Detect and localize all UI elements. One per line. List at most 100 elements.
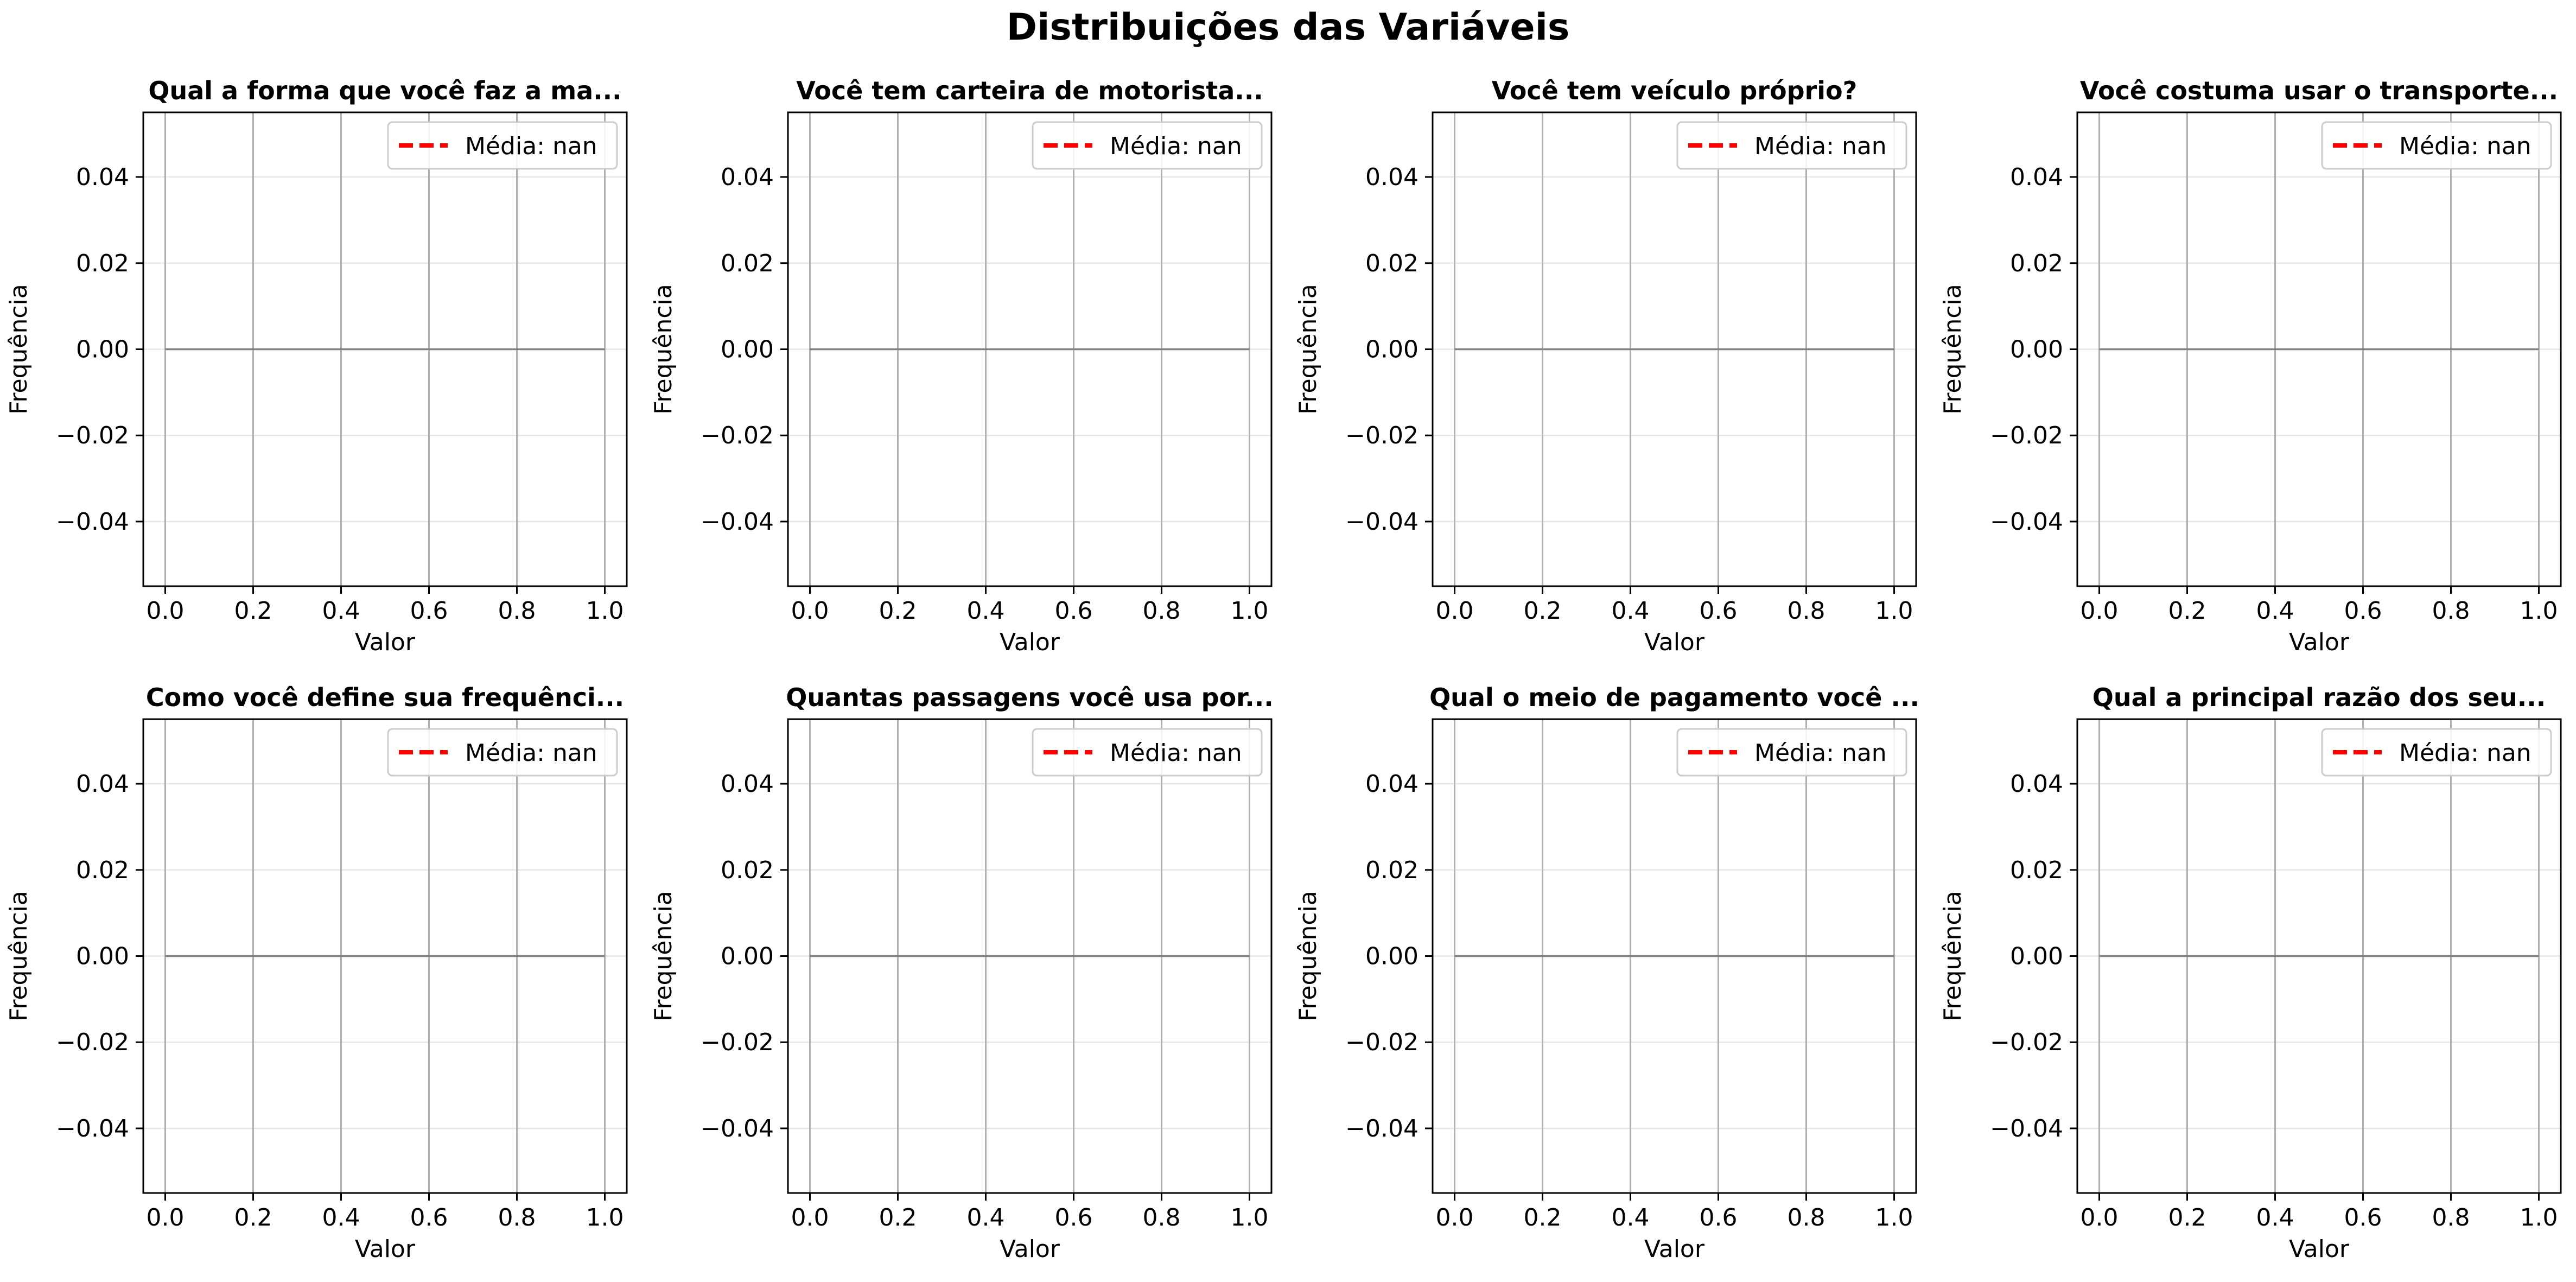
subplot-title: Como você define sua frequênci... xyxy=(146,683,624,712)
x-tick-label: 0.0 xyxy=(2081,1204,2119,1232)
y-tick-label: 0.04 xyxy=(2010,770,2063,798)
y-tick-label: 0.04 xyxy=(2010,163,2063,191)
legend: Média: nan xyxy=(1676,728,1907,777)
x-tick-label: 0.8 xyxy=(1788,1204,1826,1232)
x-tick-label: 1.0 xyxy=(2520,1204,2558,1232)
x-tick-label: 0.6 xyxy=(1700,1204,1738,1232)
x-axis-label: Valor xyxy=(1000,1235,1060,1263)
y-tick-label: 0.04 xyxy=(76,163,129,191)
y-tick-label: 0.02 xyxy=(76,250,129,277)
legend: Média: nan xyxy=(1032,728,1263,777)
y-tick-label: 0.04 xyxy=(76,770,129,798)
legend-label: Média: nan xyxy=(2399,739,2532,767)
subplot-8: 0.0 0.2 0.4 0.6 0.8 1.0 0.04 0.02 0.00 −0.02 −0.04… xyxy=(1939,683,2562,1263)
x-tick-label: 0.8 xyxy=(1143,1204,1181,1232)
x-tick-label: 0.0 xyxy=(147,1204,185,1232)
y-axis-label: Frequência xyxy=(1939,891,1967,1021)
x-tick-label: 0.0 xyxy=(791,597,829,625)
x-tick-label: 0.6 xyxy=(2344,597,2382,625)
y-tick-label: 0.00 xyxy=(2010,943,2063,970)
x-tick-label: 0.4 xyxy=(967,597,1005,625)
legend-box xyxy=(1676,121,1907,170)
subplot-title: Você costuma usar o transporte... xyxy=(2080,76,2558,105)
legend: Média: nan xyxy=(387,728,618,777)
subplot-title: Qual o meio de pagamento você ... xyxy=(1429,683,1919,712)
y-tick-label: 0.02 xyxy=(76,856,129,884)
legend-box xyxy=(1676,728,1907,777)
y-tick-label: −0.04 xyxy=(1345,1115,1419,1143)
x-tick-label: 0.0 xyxy=(2081,597,2119,625)
legend-box xyxy=(387,728,618,777)
y-tick-label: 0.04 xyxy=(721,770,774,798)
y-tick-label: −0.02 xyxy=(56,422,129,449)
x-tick-label: 0.6 xyxy=(410,1204,448,1232)
legend: Média: nan xyxy=(2321,728,2552,777)
legend-box xyxy=(1032,728,1263,777)
y-tick-label: 0.00 xyxy=(1365,943,1419,970)
x-axis-label: Valor xyxy=(1644,1235,1705,1263)
y-tick-label: −0.04 xyxy=(56,508,129,536)
x-tick-label: 0.8 xyxy=(498,1204,536,1232)
subplot-4: 0.0 0.2 0.4 0.6 0.8 1.0 0.04 0.02 0.00 −0.02 −0.04… xyxy=(1939,76,2562,656)
x-tick-label: 0.2 xyxy=(2168,597,2206,625)
y-tick-label: 0.02 xyxy=(721,250,774,277)
legend-label: Média: nan xyxy=(465,739,597,767)
legend: Média: nan xyxy=(2321,121,2552,170)
legend-box xyxy=(2321,121,2552,170)
legend-box xyxy=(387,121,618,170)
subplot-6: 0.0 0.2 0.4 0.6 0.8 1.0 0.04 0.02 0.00 −0.02 −0.04… xyxy=(650,683,1274,1263)
x-tick-label: 0.2 xyxy=(1524,1204,1562,1232)
subplot-2: 0.0 0.2 0.4 0.6 0.8 1.0 0.04 0.02 0.00 −0.02 −0.04… xyxy=(650,76,1273,656)
x-tick-label: 0.8 xyxy=(498,597,536,625)
y-tick-label: −0.02 xyxy=(1990,422,2063,449)
y-tick-label: 0.00 xyxy=(1365,336,1419,364)
x-tick-label: 0.6 xyxy=(1055,597,1093,625)
x-tick-label: 0.4 xyxy=(2256,1204,2294,1232)
y-tick-label: 0.04 xyxy=(721,163,774,191)
x-axis-label: Valor xyxy=(1000,629,1060,656)
x-tick-label: 0.6 xyxy=(1700,597,1738,625)
legend-label: Média: nan xyxy=(1754,132,1887,160)
x-axis-label: Valor xyxy=(355,1235,416,1263)
subplot-3: 0.0 0.2 0.4 0.6 0.8 1.0 0.04 0.02 0.00 −0.02 −0.04… xyxy=(1294,76,1917,656)
legend: Média: nan xyxy=(387,121,618,170)
x-tick-label: 0.2 xyxy=(234,597,272,625)
y-axis-label: Frequência xyxy=(1294,891,1322,1021)
y-tick-label: 0.00 xyxy=(76,336,129,364)
y-tick-label: 0.02 xyxy=(1365,250,1419,277)
y-tick-label: 0.02 xyxy=(1365,856,1419,884)
y-tick-label: 0.04 xyxy=(1365,163,1419,191)
subplot-title: Você tem carteira de motorista... xyxy=(796,76,1263,105)
y-tick-label: −0.02 xyxy=(56,1029,129,1056)
x-tick-label: 1.0 xyxy=(2520,597,2558,625)
subplot-title: Você tem veículo próprio? xyxy=(1492,76,1858,105)
y-tick-label: 0.02 xyxy=(2010,250,2063,277)
x-axis-label: Valor xyxy=(355,629,416,656)
y-axis-label: Frequência xyxy=(650,891,677,1021)
y-tick-label: −0.04 xyxy=(1345,508,1419,536)
y-tick-label: −0.02 xyxy=(1990,1029,2063,1056)
x-axis-label: Valor xyxy=(2289,1235,2350,1263)
y-tick-label: 0.00 xyxy=(76,943,129,970)
y-tick-label: 0.02 xyxy=(2010,856,2063,884)
x-tick-label: 0.2 xyxy=(879,1204,917,1232)
x-tick-label: 0.4 xyxy=(1612,597,1650,625)
y-axis-label: Frequência xyxy=(5,891,33,1021)
y-tick-label: 0.04 xyxy=(1365,770,1419,798)
x-tick-label: 1.0 xyxy=(1875,1204,1913,1232)
y-tick-label: 0.02 xyxy=(721,856,774,884)
y-tick-label: 0.00 xyxy=(721,943,774,970)
subplot-title: Qual a principal razão dos seu... xyxy=(2092,683,2546,712)
x-tick-label: 0.4 xyxy=(1612,1204,1650,1232)
y-tick-label: −0.04 xyxy=(1990,508,2063,536)
x-tick-label: 0.0 xyxy=(1436,597,1474,625)
x-tick-label: 0.8 xyxy=(2432,1204,2470,1232)
y-tick-label: −0.04 xyxy=(56,1115,129,1143)
x-tick-label: 0.0 xyxy=(147,597,185,625)
x-axis-label: Valor xyxy=(1644,629,1705,656)
x-tick-label: 1.0 xyxy=(1231,1204,1269,1232)
subplot-title: Quantas passagens você usa por... xyxy=(786,683,1273,712)
y-tick-label: 0.00 xyxy=(2010,336,2063,364)
y-axis-label: Frequência xyxy=(5,284,33,414)
